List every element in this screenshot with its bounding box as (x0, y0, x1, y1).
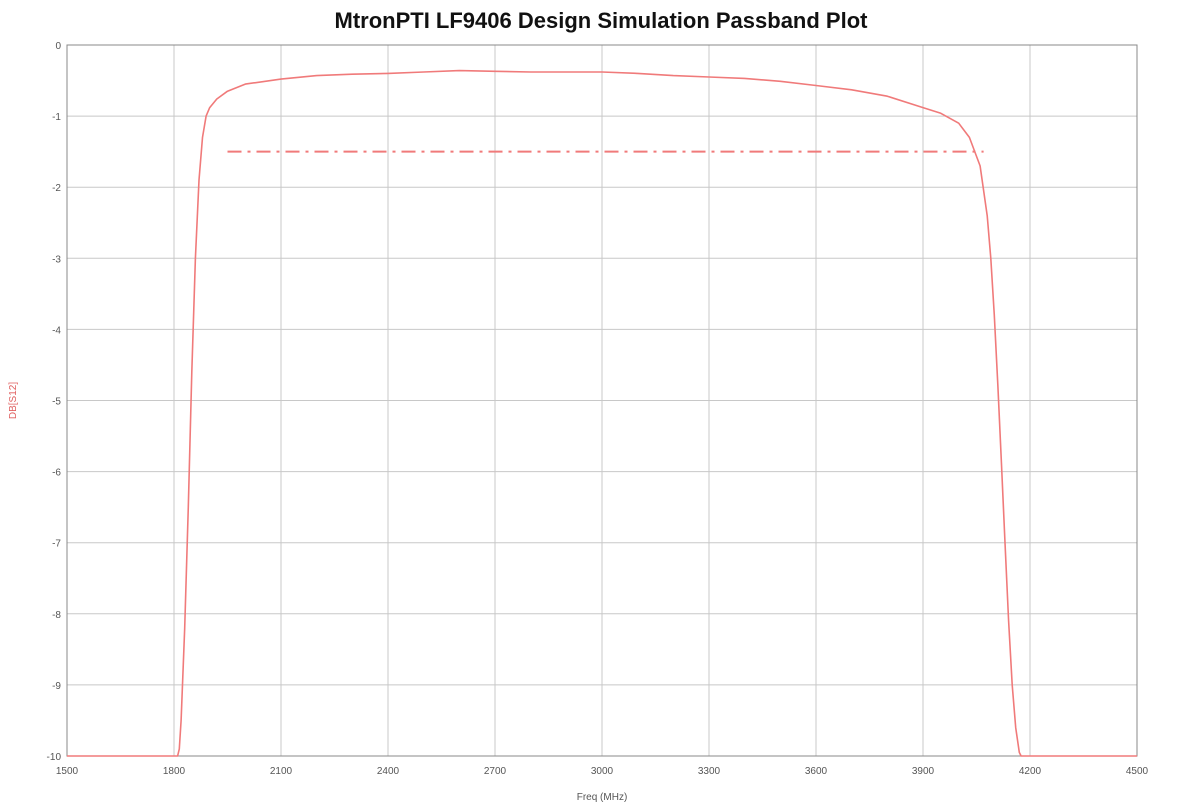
x-tick-label: 3900 (912, 766, 935, 777)
x-tick-label: 4500 (1126, 766, 1149, 777)
x-tick-label: 2700 (484, 766, 507, 777)
x-tick-label: 2100 (270, 766, 293, 777)
y-tick-label: 0 (55, 41, 61, 52)
series-group (67, 69, 1137, 757)
y-tick-label: -8 (52, 610, 61, 621)
y-tick-label: -4 (52, 325, 61, 336)
x-tick-label: 2400 (377, 766, 400, 777)
y-tick-label: -6 (52, 468, 61, 479)
tick-labels: 1500 1800 2100 2400 2700 3000 3300 3600 3900 4200… (47, 41, 1149, 777)
y-axis-title: DB[S12] (8, 382, 19, 419)
passband-series (67, 69, 1137, 757)
x-tick-label: 3600 (805, 766, 828, 777)
chart-title: MtronPTI LF9406 Design Simulation Passba… (334, 8, 868, 33)
y-tick-label: -7 (52, 539, 61, 550)
plot-frame (66, 44, 1138, 757)
y-tick-label: -3 (52, 254, 61, 265)
x-tick-label: 4200 (1019, 766, 1042, 777)
y-tick-label: -9 (52, 681, 61, 692)
x-axis-title: Freq (MHz) (577, 792, 628, 803)
x-tick-label: 1800 (163, 766, 186, 777)
y-tick-label: -2 (52, 183, 61, 194)
y-tick-label: -1 (52, 112, 61, 123)
x-tick-label: 3000 (591, 766, 614, 777)
y-tick-label: -10 (47, 752, 62, 763)
y-tick-label: -5 (52, 397, 61, 408)
x-tick-label: 1500 (56, 766, 79, 777)
x-tick-label: 3300 (698, 766, 721, 777)
